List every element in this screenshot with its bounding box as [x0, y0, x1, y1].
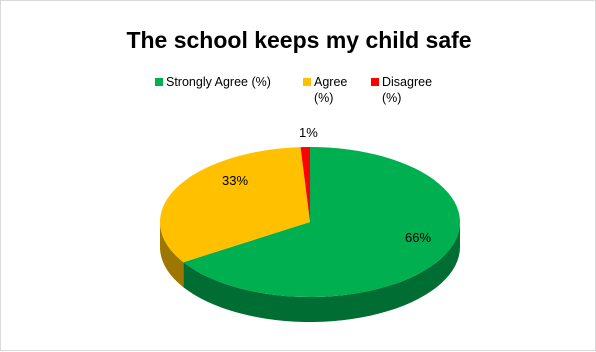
pie-slice-agree: [159, 147, 310, 263]
data-label-strongly-agree: 66%: [405, 230, 431, 245]
legend-label-agree: Agree (%): [314, 75, 348, 105]
chart-title: The school keeps my child safe: [126, 27, 472, 53]
legend-label-strongly-agree: Strongly Agree (%): [166, 75, 271, 89]
pie-slice-strongly-agree: [183, 147, 460, 297]
pie-side-strongly-agree: [183, 222, 460, 322]
pie-side-agree: [160, 222, 184, 288]
pie-slice-disagree: [300, 147, 310, 222]
legend-item-agree: Agree (%): [303, 74, 371, 106]
data-label-disagree: 1%: [299, 125, 318, 140]
legend-swatch-disagree: [371, 78, 379, 86]
legend-label-disagree: Disagree (%): [382, 75, 433, 105]
legend-item-strongly-agree: Strongly Agree (%): [155, 74, 303, 90]
legend-item-disagree: Disagree (%): [371, 74, 461, 106]
chart-legend: Strongly Agree (%) Agree (%) Disagree (%…: [155, 74, 461, 106]
data-label-agree: 33%: [222, 173, 248, 188]
legend-swatch-strongly-agree: [155, 78, 163, 86]
legend-swatch-agree: [303, 78, 311, 86]
